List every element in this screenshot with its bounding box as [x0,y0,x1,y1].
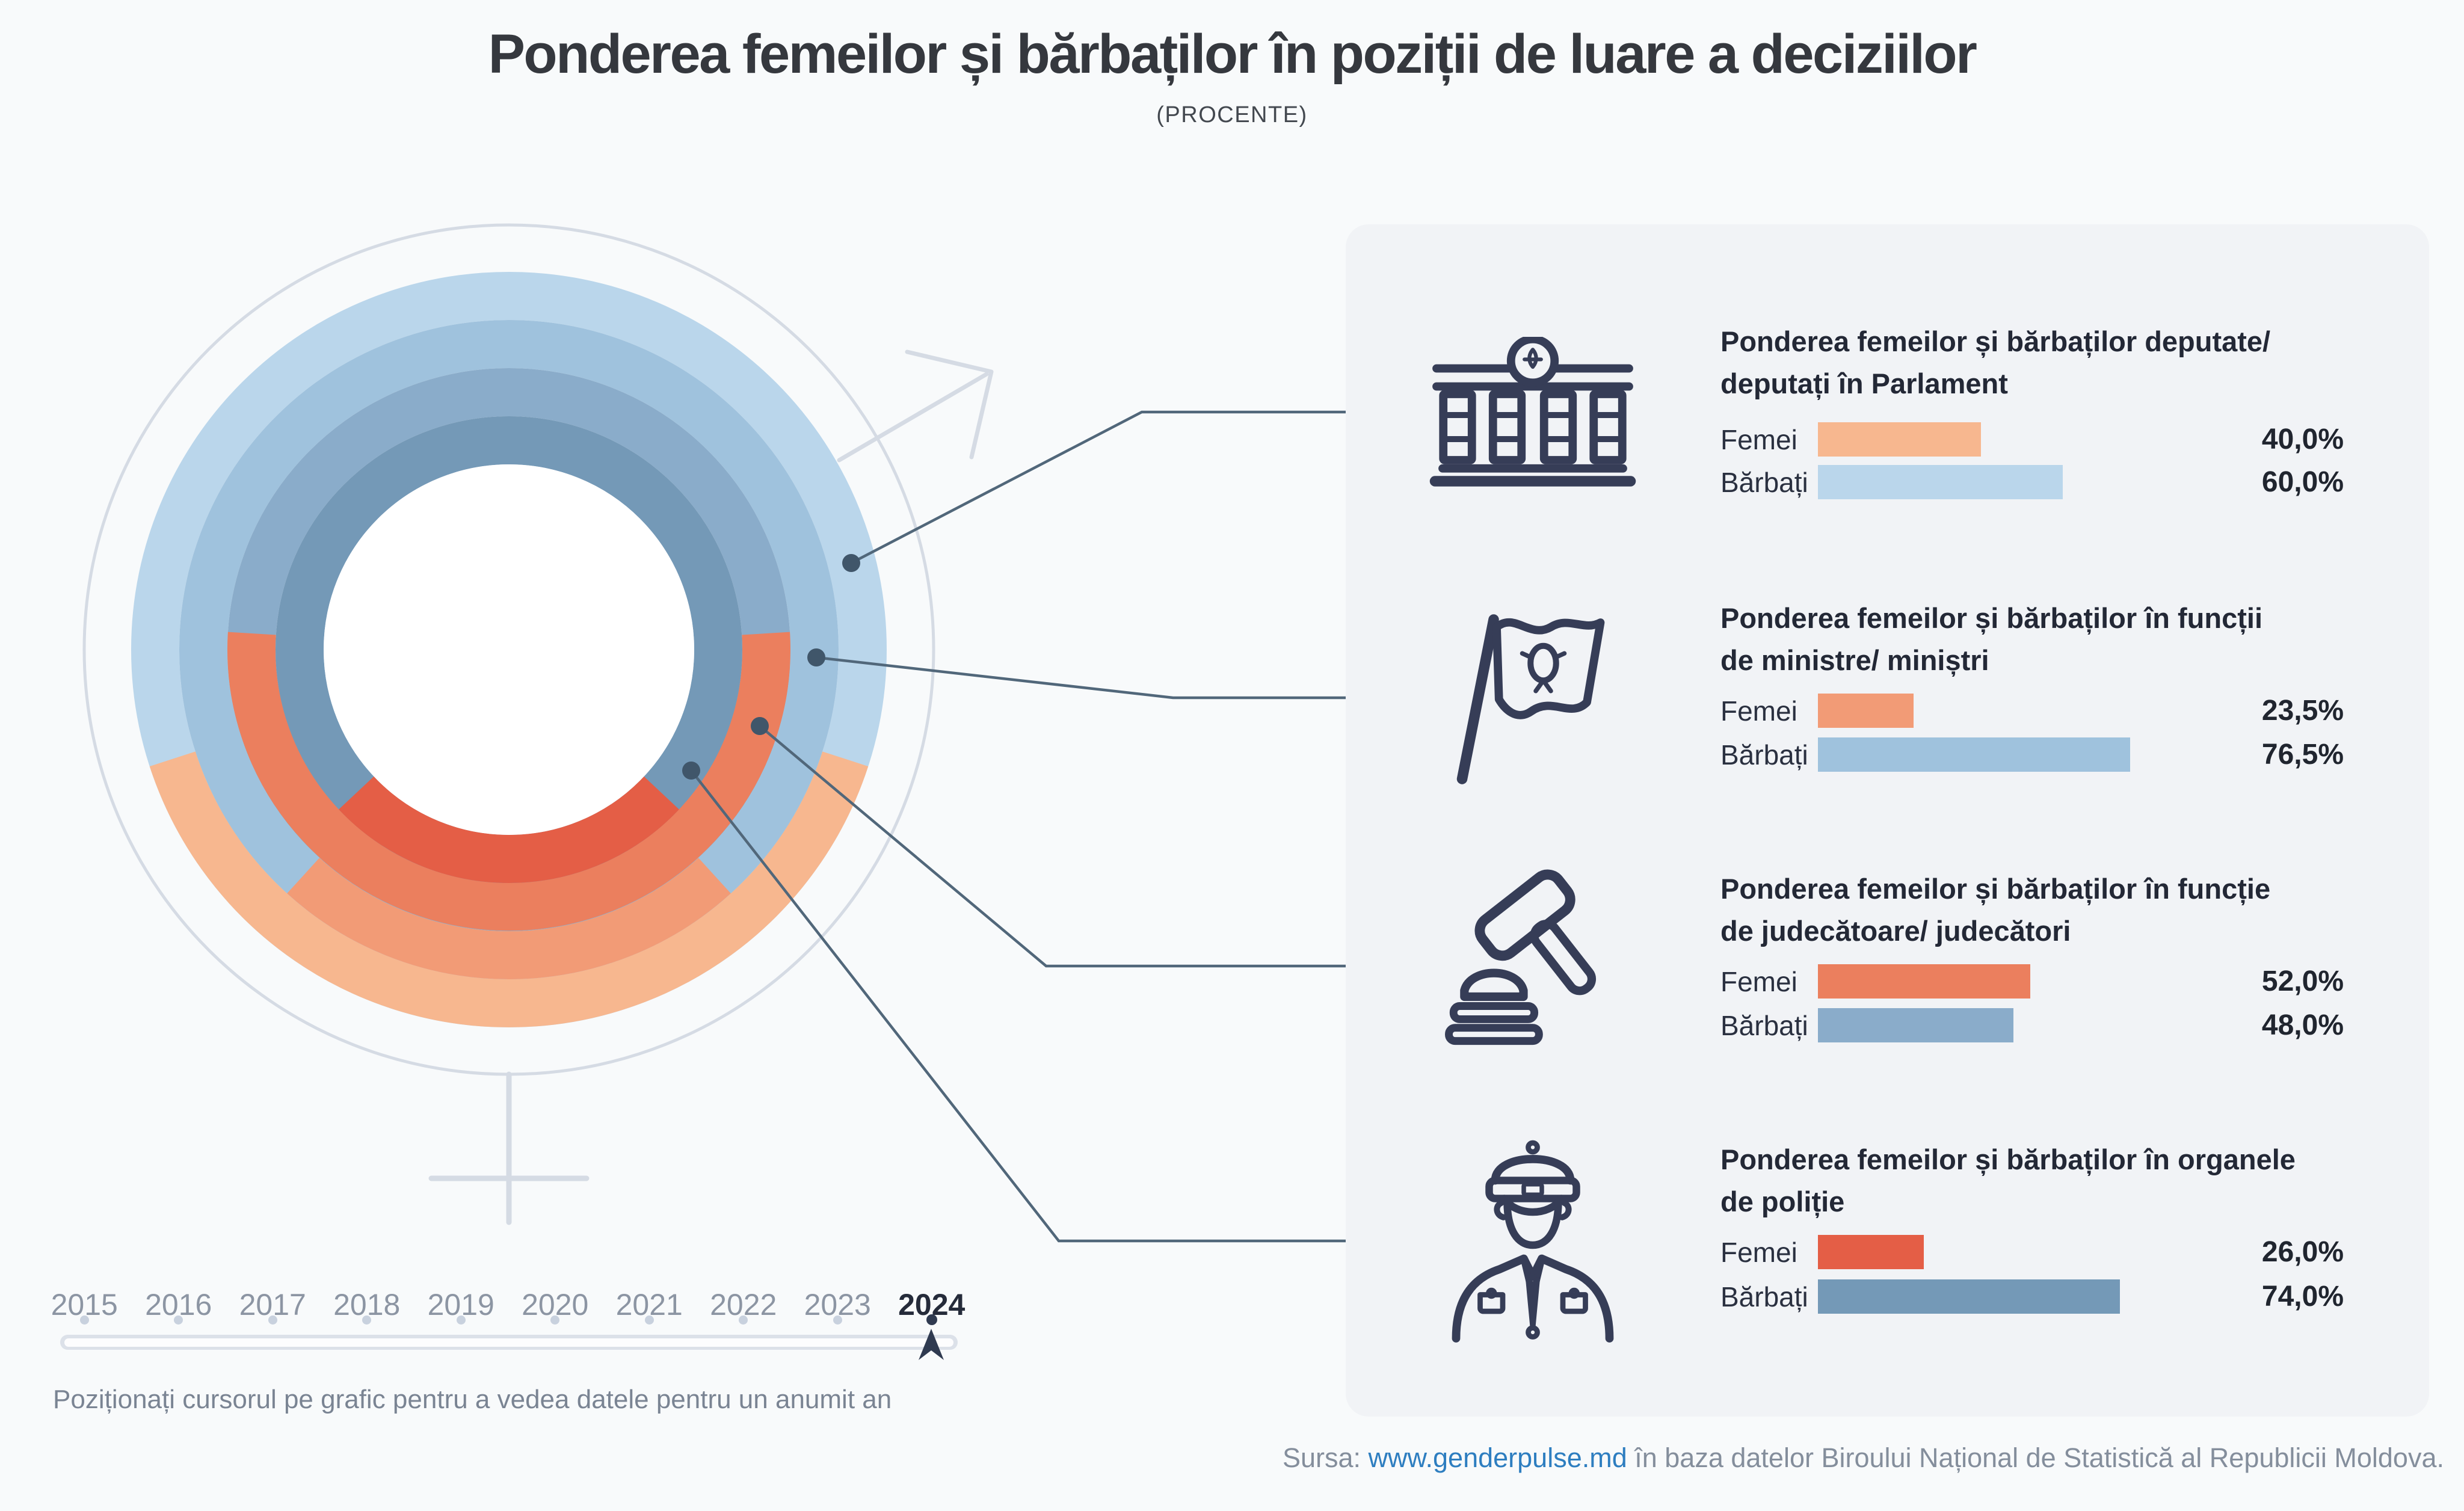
femei-value: 52,0% [2261,965,2344,997]
bar-row-ministri-barbati: Bărbați 76,5% [1720,737,2344,772]
bar-row-parlament-barbati: Bărbați 60,0% [1720,465,2344,499]
femei-label: Femei [1720,965,1797,997]
year-dots [37,1314,979,1325]
femei-value: 40,0% [2261,423,2344,455]
barbati-label: Bărbați [1720,466,1808,498]
bar-row-politie-femei: Femei 26,0% [1720,1235,2344,1269]
femei-label: Femei [1720,423,1797,455]
femei-bar[interactable] [1818,694,1914,728]
page-subtitle: (PROCENTE) [1156,102,1308,128]
barbati-value: 60,0% [2261,466,2344,498]
gavel-icon [1443,866,1623,1053]
section-title-judecatori: Ponderea femeilor și bărbaților în funcț… [1720,873,2271,947]
source-suffix: în baza datelor Biroului Național de Sta… [1627,1442,2444,1473]
flag-icon [1440,608,1626,788]
section-title-parlament: Ponderea femeilor și bărbaților deputate… [1720,325,2271,399]
bar-row-judecatori-femei: Femei 52,0% [1720,964,2344,999]
year-dot [320,1314,414,1325]
slider-track-groove [64,1338,953,1347]
barbati-label: Bărbați [1720,1281,1808,1313]
barbati-value: 76,5% [2261,739,2344,771]
barbati-bar[interactable] [1818,1279,2120,1314]
femei-label: Femei [1720,1236,1797,1268]
year-dot [697,1314,791,1325]
bar-row-politie-barbati: Bărbați 74,0% [1720,1279,2344,1314]
year-dot-active [885,1314,979,1325]
femei-bar[interactable] [1818,964,2030,999]
barbati-bar[interactable] [1818,737,2130,772]
bar-row-parlament-femei: Femei 40,0% [1720,422,2344,457]
femei-value: 23,5% [2261,695,2344,727]
year-dot [37,1314,132,1325]
parliament-icon [1428,337,1638,487]
year-dot [790,1314,885,1325]
section-title-politie: Ponderea femeilor și bărbaților în organ… [1720,1143,2296,1217]
police-officer-icon [1443,1137,1623,1344]
source-link[interactable]: www.genderpulse.md [1368,1442,1627,1473]
bar-row-judecatori-barbati: Bărbați 48,0% [1720,1008,2344,1042]
femei-label: Femei [1720,695,1797,727]
source-prefix: Sursa: [1282,1442,1369,1473]
year-dot [602,1314,697,1325]
bar-row-ministri-femei: Femei 23,5% [1720,694,2344,728]
barbati-bar[interactable] [1818,465,2063,499]
femei-value: 26,0% [2261,1236,2344,1268]
year-dot [226,1314,320,1325]
year-dot [132,1314,226,1325]
barbati-value: 48,0% [2261,1009,2344,1041]
details-panel: Ponderea femeilor și bărbaților deputate… [1346,224,2429,1417]
page-title: Ponderea femeilor și bărbaților în poziț… [488,23,1977,85]
femei-bar[interactable] [1818,1235,1924,1269]
femei-bar[interactable] [1818,422,1982,457]
barbati-bar[interactable] [1818,1008,2014,1042]
year-dot [508,1314,603,1325]
barbati-value: 74,0% [2261,1281,2344,1313]
barbati-label: Bărbați [1720,1009,1808,1041]
year-dot [414,1314,508,1325]
barbati-label: Bărbați [1720,739,1808,771]
source-line: Sursa: www.genderpulse.md în baza datelo… [1283,1442,2444,1474]
hover-instruction: Poziționați cursorul pe grafic pentru a … [53,1385,892,1414]
section-title-ministri: Ponderea femeilor și bărbaților în funcț… [1720,602,2263,676]
slider-cursor[interactable] [913,1325,950,1362]
slider-track[interactable] [60,1335,958,1350]
